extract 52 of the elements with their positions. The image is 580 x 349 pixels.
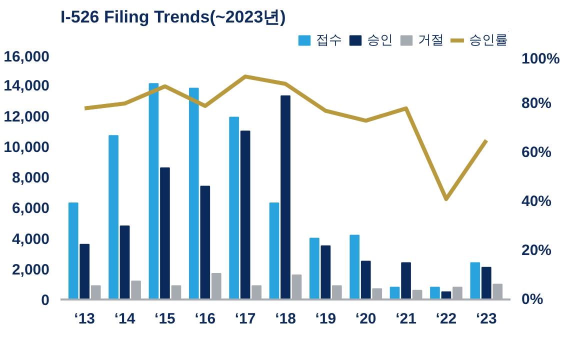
- line-series: [82, 74, 488, 202]
- y2-tick-label: 60%: [522, 144, 552, 161]
- x-tick-label: ‘22: [436, 310, 457, 328]
- y-tick-label: 8,000: [12, 170, 50, 186]
- x-tick-label: ‘20: [355, 310, 376, 328]
- bar: [80, 244, 90, 300]
- bar: [188, 88, 199, 300]
- y2-tick-label: 0%: [522, 291, 544, 308]
- y-tick-label: 0: [41, 292, 50, 309]
- x-tick-label: ‘15: [154, 310, 176, 328]
- bar: [240, 130, 250, 300]
- y-tick-label: 6,000: [12, 200, 50, 218]
- legend-label: 승인률: [469, 31, 508, 49]
- y-tick-label: 2,000: [12, 261, 50, 278]
- y-tick-label: 12,000: [4, 108, 50, 126]
- bar: [481, 266, 492, 300]
- bar: [470, 262, 480, 300]
- y2-tick-label: 20%: [522, 242, 552, 259]
- legend-label: 거절: [418, 31, 444, 49]
- bar: [160, 167, 170, 300]
- bar: [120, 226, 130, 300]
- x-tick-label: ‘21: [396, 310, 416, 328]
- bar: [229, 116, 239, 300]
- bar: [320, 245, 331, 300]
- bar: [68, 202, 78, 300]
- chart-title: I-526 Filing Trends(~2023년): [60, 8, 286, 26]
- y2-tick-label: 100%: [522, 50, 560, 68]
- y-tick-label: 10,000: [4, 138, 50, 156]
- y-tick-label: 16,000: [4, 48, 50, 66]
- y2-tick-label: 40%: [522, 193, 552, 210]
- x-tick-label: ‘13: [74, 310, 96, 328]
- y-tick-label: 4,000: [12, 230, 50, 248]
- x-tick-label: ‘23: [476, 310, 497, 328]
- bar: [269, 202, 280, 300]
- bar: [360, 260, 371, 300]
- x-tick-label: ‘17: [234, 310, 256, 328]
- bar: [350, 234, 360, 300]
- y2-tick-label: 80%: [522, 95, 552, 112]
- bar: [108, 135, 118, 300]
- y-tick-label: 14,000: [4, 78, 50, 95]
- legend-label: 접수: [316, 31, 342, 49]
- bar: [148, 83, 159, 300]
- bar: [200, 186, 210, 300]
- bar: [280, 95, 290, 300]
- x-tick-label: ‘18: [275, 310, 296, 328]
- legend-label: 승인: [367, 31, 393, 49]
- x-tick-label: ‘19: [315, 310, 336, 328]
- bar: [430, 286, 440, 300]
- x-tick-label: ‘16: [194, 310, 216, 328]
- bar: [401, 262, 411, 300]
- x-tick-label: ‘14: [114, 310, 136, 328]
- bar: [310, 238, 320, 300]
